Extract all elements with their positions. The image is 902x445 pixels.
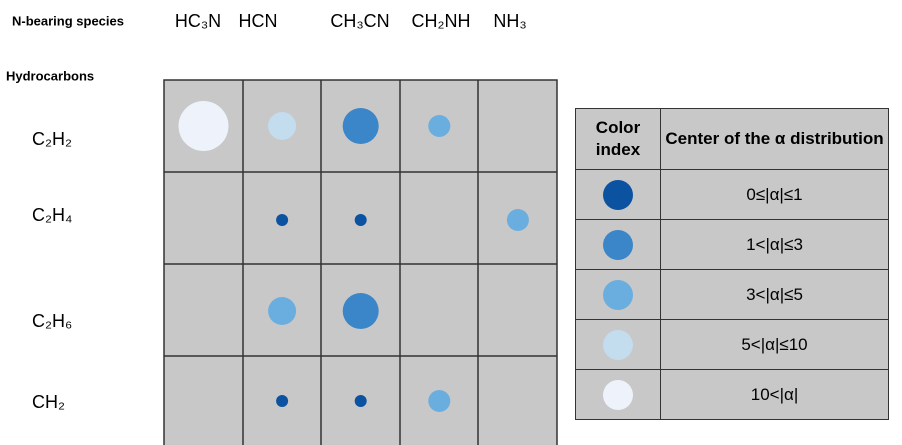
legend-table: Color index Center of the α distribution… <box>575 108 889 420</box>
bubble <box>506 209 529 231</box>
legend-swatch <box>603 229 633 260</box>
legend-dot <box>603 229 633 260</box>
bubble <box>354 214 367 226</box>
bubble <box>428 390 451 412</box>
legend-dot <box>603 179 633 210</box>
legend-range: 0≤|α|≤1 <box>660 169 889 220</box>
legend-swatch-cell <box>575 219 661 270</box>
legend-swatch <box>603 379 633 410</box>
bubble <box>354 395 367 407</box>
legend-row: 0≤|α|≤1 <box>575 169 889 220</box>
bubble <box>428 115 451 137</box>
legend-range: 5<|α|≤10 <box>660 319 889 370</box>
legend-swatch <box>603 279 633 310</box>
hydrocarbons-label: Hydrocarbons <box>6 68 94 83</box>
species-label: N-bearing species <box>12 13 124 28</box>
legend-header: Center of the α distribution <box>660 108 889 170</box>
legend-header: Color index <box>575 108 661 170</box>
bubble <box>268 297 297 325</box>
legend-dot <box>603 329 633 360</box>
legend-range: 10<|α| <box>660 369 889 420</box>
legend-dot <box>603 379 633 410</box>
column-label: NH₃ <box>493 11 526 31</box>
legend-row: 3<|α|≤5 <box>575 269 889 320</box>
legend-range: 1<|α|≤3 <box>660 219 889 270</box>
column-label: HCN <box>239 11 278 31</box>
grid-lines <box>164 80 557 445</box>
legend-swatch-cell <box>575 319 661 370</box>
legend-range: 3<|α|≤5 <box>660 269 889 320</box>
legend-dot <box>603 279 633 310</box>
legend-swatch <box>603 179 633 210</box>
legend-swatch-cell <box>575 269 661 320</box>
bubble <box>276 395 289 407</box>
bubble <box>342 293 379 329</box>
legend-row: 5<|α|≤10 <box>575 319 889 370</box>
bubble <box>178 101 229 151</box>
row-label: C₂H₂ <box>32 129 72 149</box>
legend-row: 10<|α| <box>575 369 889 420</box>
row-label: C₂H₄ <box>32 205 72 225</box>
legend-row: 1<|α|≤3 <box>575 219 889 270</box>
legend-swatch-cell <box>575 369 661 420</box>
legend-swatch <box>603 329 633 360</box>
column-label: CH₂NH <box>412 11 471 31</box>
bubble <box>276 214 289 226</box>
bubble <box>342 108 379 144</box>
row-label: CH₂ <box>32 392 65 412</box>
bubble <box>268 112 297 140</box>
row-label: C₂H₆ <box>32 311 72 331</box>
column-label: CH₃CN <box>330 11 389 31</box>
legend-swatch-cell <box>575 169 661 220</box>
column-label: HC₃N <box>175 11 221 31</box>
matrix: N-bearing species Hydrocarbons HC₃N HCN CH… <box>6 11 558 445</box>
